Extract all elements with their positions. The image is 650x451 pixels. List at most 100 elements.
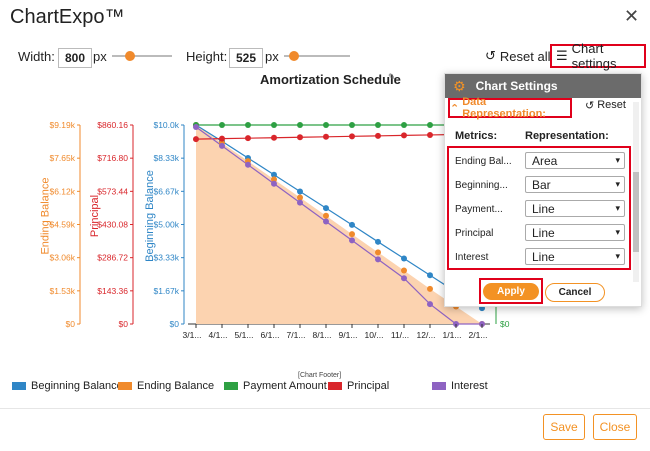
select-value: Line [532,249,555,264]
beginning-balance-tick-label: $0 [170,319,180,329]
ending-balance-point [297,194,303,201]
app-title: ChartExpo™ [10,6,125,28]
close-button[interactable]: Close [593,414,637,440]
interest-point [271,180,277,187]
interest-point [297,199,303,206]
legend-swatch [118,382,132,390]
panel-scrollbar[interactable] [633,102,639,282]
principal-tick-label: $143.36 [97,286,128,296]
chart-settings-label: Chart settings [571,41,617,71]
apply-highlight: Apply [479,278,543,304]
ending-balance-tick-label: $7.65k [49,153,75,163]
ending-balance-point [375,249,381,256]
interest-point [245,161,251,168]
beginning-balance-tick-label: $8.33k [153,153,179,163]
select-value: Line [532,225,555,240]
beginning-balance-tick-label: $10.0k [153,120,179,130]
payment-axis-tick-label: $0 [500,319,510,329]
chart-title[interactable]: Amortization Schedule [260,72,401,87]
beginning-balance-point [375,238,381,245]
area-layer [196,125,482,324]
principal-point [349,133,355,140]
height-unit: px [265,49,279,64]
width-slider[interactable] [112,50,172,62]
apply-button[interactable]: Apply [483,282,539,300]
metrics-header: Metrics: [455,130,498,142]
interest-point [427,301,433,308]
width-slider-knob[interactable] [125,51,135,61]
chart-svg: $9.19k $7.65k $6.12k $4.59k $3.06k $1.53k $0 $8… [49,120,510,340]
panel-title: Chart Settings [475,79,558,93]
legend-item-payment-amount[interactable]: Payment Amount [224,380,327,392]
principal-point [193,136,199,143]
payment-amount-point [427,122,433,128]
width-unit: px [93,49,107,64]
payment-amount-point [401,122,407,128]
representation-select-interest[interactable]: Line ▾ [525,248,625,265]
reset-all-button[interactable]: ↺ Reset all [485,48,550,64]
width-input[interactable]: 800 [58,48,92,68]
principal-point [375,132,381,139]
chart-settings-button[interactable]: ☰ Chart settings [550,41,646,71]
legend-swatch [224,382,238,390]
chart-settings-panel: ⚙ Chart Settings ⌃ Data Representation: … [444,73,642,307]
height-slider[interactable] [284,50,350,62]
edit-title-icon[interactable]: ✎ [388,72,396,82]
beginning-balance-tick-label: $6.67k [153,186,179,196]
legend: Beginning Balance Ending Balance Payment… [12,380,532,396]
metric-label: Ending Bal... [455,156,512,167]
principal-point [271,134,277,141]
height-slider-knob[interactable] [288,51,299,61]
principal-tick-label: $0 [119,319,129,329]
beginning-balance-point [349,221,355,228]
panel-header: ⚙ Chart Settings [445,74,641,98]
data-representation-toggle[interactable]: ⌃ Data Representation: [448,96,572,120]
chart-footer[interactable]: [Chart Footer] [298,372,342,379]
sliders-icon: ☰ [556,48,568,63]
interest-line [195,126,482,325]
legend-label: Payment Amount [243,380,327,392]
panel-reset-button[interactable]: ↺ Reset [585,99,626,112]
beginning-balance-point [271,171,277,178]
ending-balance-tick-label: $9.19k [49,120,75,130]
ending-balance-tick-label: $1.53k [49,286,75,296]
metric-label: Interest [455,252,489,263]
x-tick-label: 11/... [391,330,409,340]
legend-item-principal[interactable]: Principal [328,380,389,392]
representation-select-payment[interactable]: Line ▾ [525,200,625,217]
x-tick-label: 12/... [417,330,436,340]
beginning-balance-point [323,205,329,212]
select-value: Bar [532,177,551,192]
beginning-balance-point [427,272,433,279]
principal-tick-label: $573.44 [97,186,128,196]
payment-amount-point [323,122,329,128]
principal-point [401,132,407,139]
ending-balance-area [196,125,482,324]
principal-line [195,133,483,140]
metric-label: Payment... [455,204,503,215]
xticks-layer: 3/1... 4/1... 5/1... 6/1... 7/1... 8/1... 9/1.… [183,324,487,340]
principal-point [245,135,251,142]
cancel-button[interactable]: Cancel [545,283,605,302]
legend-item-ending-balance[interactable]: Ending Balance [118,380,214,392]
interest-point [375,256,381,263]
legend-swatch [12,382,26,390]
representation-select-ending-balance[interactable]: Area ▾ [525,152,625,169]
representation-select-principal[interactable]: Line ▾ [525,224,625,241]
representation-select-beginning-balance[interactable]: Bar ▾ [525,176,625,193]
x-tick-label: 1/1... [443,330,462,340]
save-button[interactable]: Save [543,414,585,440]
beginning-balance-tick-label: $1.67k [153,286,179,296]
principal-tick-label: $716.80 [97,153,128,163]
close-icon[interactable]: ✕ [624,6,640,26]
panel-scrollbar-thumb[interactable] [633,172,639,252]
ending-balance-point [323,212,329,219]
footer-divider [0,408,650,409]
legend-label: Interest [451,380,488,392]
beginning-balance-tick-label: $3.33k [153,253,179,263]
payment-amount-point [219,122,225,128]
legend-item-interest[interactable]: Interest [432,380,488,392]
x-tick-label: 10/... [365,330,384,340]
legend-item-beginning-balance[interactable]: Beginning Balance [12,380,123,392]
height-input[interactable]: 525 [229,48,263,68]
